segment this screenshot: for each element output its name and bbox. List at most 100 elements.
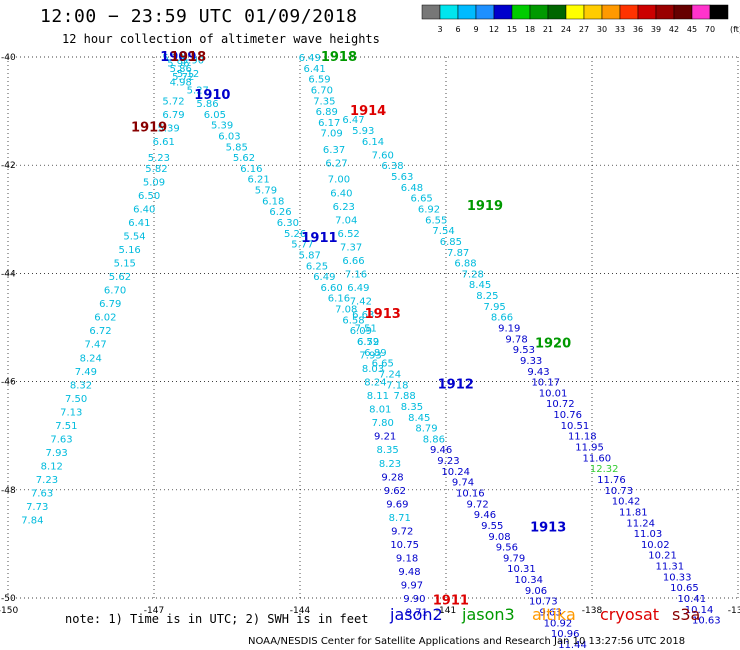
swh-value-label: 6.65	[411, 194, 433, 205]
swh-value-label: 9.97	[401, 580, 423, 591]
swh-value-label: 10.31	[507, 564, 536, 575]
chart-subtitle: 12 hour collection of altimeter wave hei…	[62, 32, 380, 46]
swh-value-label: 7.49	[75, 367, 97, 378]
swh-value-label: 10.21	[648, 551, 677, 562]
swh-value-label: 9.63	[540, 608, 562, 619]
swh-value-label: 9.23	[437, 456, 459, 467]
swh-value-label: 5.39	[157, 123, 179, 134]
swh-value-label: 7.42	[350, 296, 372, 307]
swh-value-label: 9.90	[403, 594, 425, 605]
swh-value-label: 6.65	[372, 359, 394, 370]
swh-value-label: 7.60	[372, 150, 394, 161]
swh-value-label: 7.00	[328, 175, 350, 186]
pass-time-label: 1911	[301, 231, 337, 246]
swh-value-label: 7.28	[462, 269, 484, 280]
swh-value-label: 7.63	[50, 434, 72, 445]
swh-value-label: 12.32	[590, 464, 619, 475]
swh-value-label: 9.28	[381, 472, 403, 483]
pass-time-label: 1909	[160, 50, 196, 65]
swh-value-label: 6.79	[357, 337, 379, 348]
swh-value-label: 9.46	[430, 445, 452, 456]
colorbar-tick-label: 6	[455, 25, 460, 34]
swh-value-label: 7.13	[60, 407, 82, 418]
swh-value-label: 7.88	[394, 391, 416, 402]
swh-value-label: 5.16	[119, 245, 141, 256]
swh-value-label: 7.93	[46, 448, 68, 459]
swh-value-label: 9.43	[527, 367, 549, 378]
swh-value-label: 10.65	[670, 583, 699, 594]
swh-value-label: 6.05	[204, 110, 226, 121]
colorbar-tick-label: 3	[437, 25, 442, 34]
swh-value-label: 8.35	[376, 445, 398, 456]
swh-value-label: 6.70	[311, 85, 333, 96]
colorbar-tick-label: 36	[633, 25, 643, 34]
swh-value-label: 6.66	[342, 256, 364, 267]
swh-value-label: 7.50	[65, 394, 87, 405]
swh-value-label: 10.16	[456, 489, 485, 500]
swh-value-label: 5.87	[299, 250, 321, 261]
y-tick-label: -48	[1, 486, 16, 496]
satellite-legend-jason2: jason2	[390, 605, 443, 624]
swh-value-label: 6.47	[342, 115, 364, 126]
swh-value-label: 6.26	[269, 207, 291, 218]
swh-value-label: 5.82	[145, 164, 167, 175]
swh-value-label: 10.34	[514, 575, 543, 586]
swh-value-label: 8.66	[491, 313, 513, 324]
x-tick-label: -135	[728, 606, 740, 616]
pass-time-label: 1913	[530, 521, 566, 536]
swh-value-label: 6.16	[328, 294, 350, 305]
swh-value-label: 7.63	[31, 489, 53, 500]
chart-title: 12:00 − 23:59 UTC 01/09/2018	[40, 6, 358, 27]
swh-value-label: 10.42	[612, 497, 641, 508]
swh-value-label: 7.95	[484, 302, 506, 313]
colorbar-tick-label: 70	[705, 25, 715, 34]
swh-value-label: 6.61	[153, 137, 175, 148]
swh-value-label: 7.35	[313, 96, 335, 107]
swh-value-label: 6.23	[333, 202, 355, 213]
swh-value-label: 6.52	[357, 337, 379, 348]
swh-value-label: 6.25	[306, 261, 328, 272]
x-tick-label: -150	[0, 606, 18, 616]
swh-value-label: 10.02	[641, 540, 670, 551]
swh-value-label: 8.11	[367, 391, 389, 402]
pass-time-label: 1912	[438, 377, 474, 392]
satellite-legend-altika: altika	[532, 605, 576, 624]
swh-value-label: 7.93	[359, 351, 381, 362]
swh-value-label: 11.44	[558, 640, 587, 650]
swh-value-label: 6.88	[454, 259, 476, 270]
pass-time-label: 1920	[535, 337, 571, 352]
pass-time-label: 1918	[321, 50, 357, 65]
swh-value-label: 9.19	[498, 324, 520, 335]
swh-value-label: 10.92	[544, 618, 573, 629]
swh-value-label: 5.72	[162, 96, 184, 107]
swh-value-label: 10.75	[390, 540, 419, 551]
swh-value-label: 6.41	[128, 218, 150, 229]
swh-value-label: 10.14	[685, 605, 714, 616]
swh-value-label: 6.55	[425, 215, 447, 226]
swh-value-label: 6.59	[308, 75, 330, 86]
swh-value-label: 9.78	[505, 334, 527, 345]
swh-value-label: 7.04	[335, 215, 357, 226]
swh-value-label: 5.79	[162, 53, 184, 64]
swh-value-label: 6.50	[138, 191, 160, 202]
swh-value-label: 10.41	[677, 594, 706, 605]
swh-value-label: 8.32	[70, 380, 92, 391]
swh-value-label: 6.49	[313, 272, 335, 283]
swh-value-label: 10.17	[531, 378, 560, 389]
swh-value-label: 7.16	[345, 269, 367, 280]
colorbar-tick-label: 42	[669, 25, 679, 34]
swh-value-label: 10.73	[529, 597, 558, 608]
swh-value-label: 11.76	[597, 475, 626, 486]
colorbar-tick-label: 45	[687, 25, 697, 34]
swh-value-label: 9.46	[474, 510, 496, 521]
swh-value-label: 6.40	[330, 188, 352, 199]
swh-value-label: 5.54	[123, 232, 145, 243]
swh-value-label: 5.77	[291, 240, 313, 251]
pass-time-label: 1919	[467, 199, 503, 214]
swh-value-label: 8.24	[80, 353, 102, 364]
swh-value-label: 6.48	[401, 183, 423, 194]
swh-value-label: 10.24	[441, 467, 470, 478]
swh-value-label: 9.71	[406, 608, 428, 619]
pass-time-label: 1910	[194, 88, 230, 103]
